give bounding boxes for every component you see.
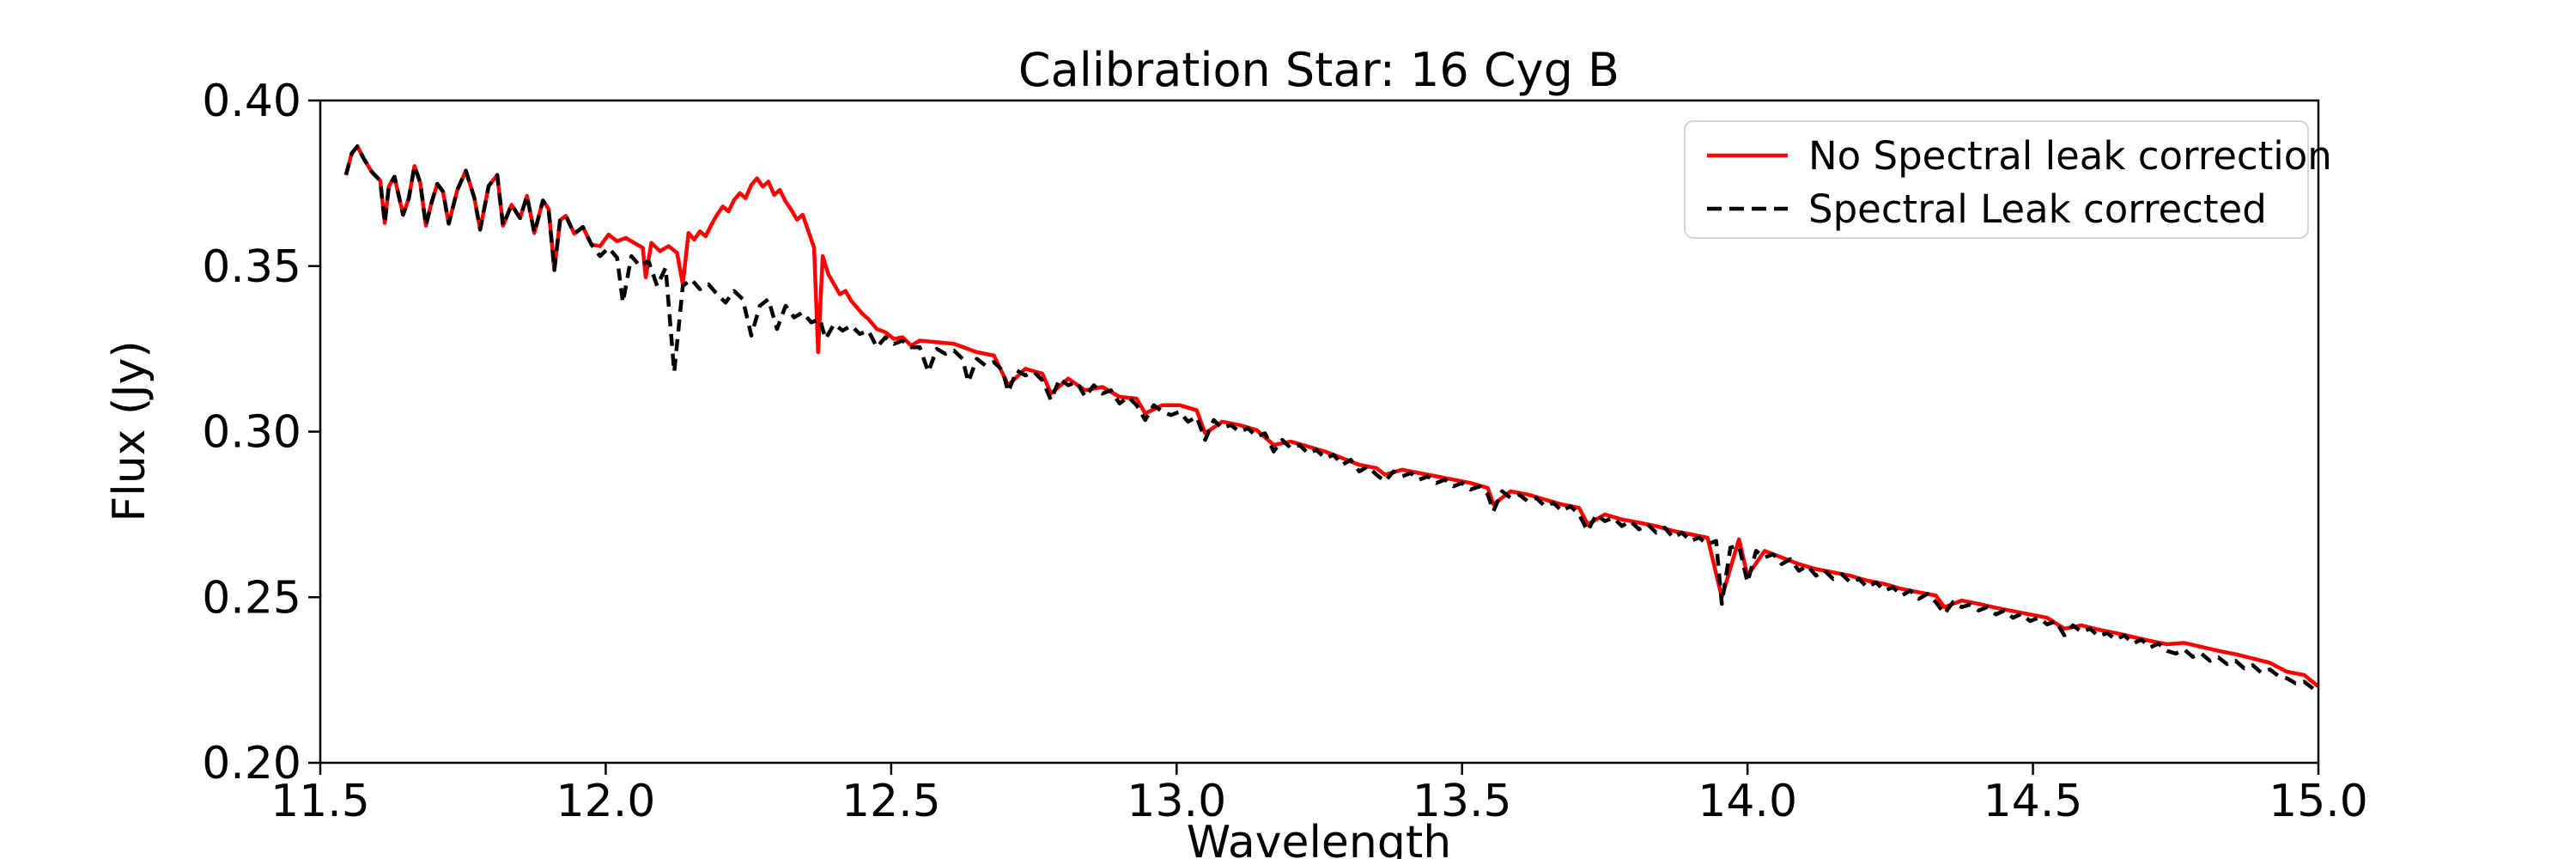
y-tick-label: 0.25 bbox=[202, 572, 301, 624]
x-tick-label: 12.5 bbox=[841, 776, 941, 827]
x-tick-label: 13.0 bbox=[1127, 776, 1226, 827]
chart-title: Calibration Star: 16 Cyg B bbox=[1018, 43, 1619, 97]
x-axis-label: Wavelength bbox=[1187, 817, 1451, 859]
legend: No Spectral leak correction Spectral Lea… bbox=[1684, 120, 2332, 239]
y-tick-label: 0.35 bbox=[202, 241, 301, 293]
x-tick-label: 12.0 bbox=[556, 776, 656, 827]
x-tick-label: 14.0 bbox=[1698, 776, 1797, 827]
plot-border bbox=[319, 99, 2320, 765]
legend-box bbox=[1684, 120, 2309, 239]
legend-label-no-correction: No Spectral leak correction bbox=[1808, 133, 2332, 179]
legend-label-corrected: Spectral Leak corrected bbox=[1808, 186, 2267, 232]
x-tick-label: 15.0 bbox=[2269, 776, 2368, 827]
y-tick-label: 0.20 bbox=[202, 738, 301, 789]
x-tick-label: 11.5 bbox=[270, 776, 370, 827]
y-axis-label: Flux (Jy) bbox=[104, 340, 155, 521]
plot-dynamic-layer: 11.5 12.0 12.5 13.0 13.5 14.0 14.5 15.0 0.20 0.25… bbox=[202, 76, 2368, 827]
series-line-corrected bbox=[343, 143, 2320, 695]
x-tick-label: 14.5 bbox=[1984, 776, 2083, 827]
y-tick-label: 0.40 bbox=[202, 76, 301, 127]
x-tick-label: 13.5 bbox=[1413, 776, 1512, 827]
y-tick-label: 0.30 bbox=[202, 407, 301, 459]
